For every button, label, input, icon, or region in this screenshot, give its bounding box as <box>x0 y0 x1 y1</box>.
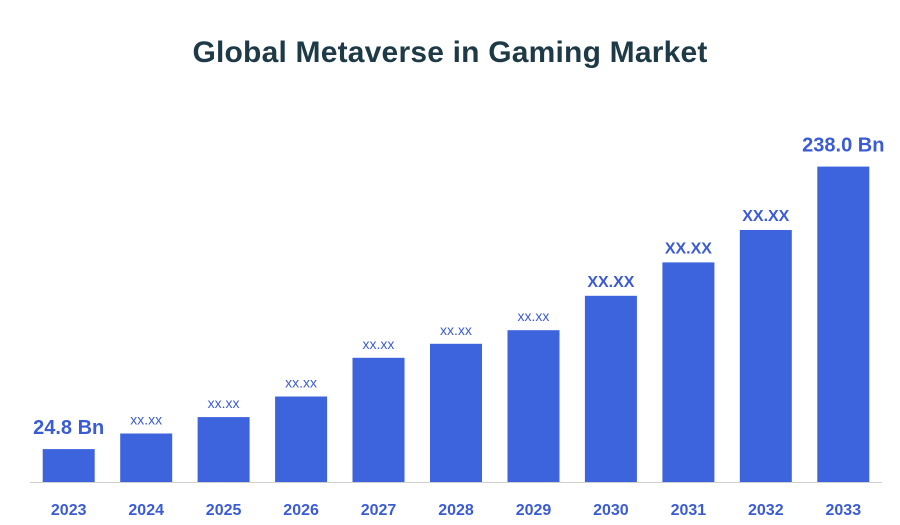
x-tick-label-2029: 2029 <box>516 502 552 519</box>
data-label-2030: XX.XX <box>587 274 634 291</box>
bar-2032 <box>739 230 792 482</box>
x-tick-label-2023: 2023 <box>51 502 87 519</box>
bar-2030 <box>584 295 637 482</box>
bar-2023 <box>42 449 95 482</box>
bar-2029 <box>507 330 560 482</box>
x-tick-label-2026: 2026 <box>283 502 319 519</box>
x-tick-label-2033: 2033 <box>826 502 862 519</box>
bars-layer <box>42 166 870 482</box>
x-tick-label-2032: 2032 <box>748 502 784 519</box>
bar-2024 <box>120 433 173 482</box>
data-label-2028: xx.xx <box>440 322 472 338</box>
x-tick-label-2028: 2028 <box>438 502 474 519</box>
data-label-2025: xx.xx <box>208 395 240 411</box>
x-tick-labels-layer: 2023 2024 2025 2026 2027 2028 2029 2030 2031 2032… <box>51 502 861 519</box>
bar-2028 <box>430 343 482 482</box>
data-label-2024: xx.xx <box>130 412 162 428</box>
chart-title: Global Metaverse in Gaming Market <box>192 36 708 69</box>
bar-2026 <box>275 396 328 482</box>
data-label-2033: 238.0 Bn <box>802 135 884 157</box>
x-tick-label-2025: 2025 <box>206 502 242 519</box>
data-label-2023: 24.8 Bn <box>33 417 104 439</box>
bar-2027 <box>352 357 405 482</box>
data-label-2027: xx.xx <box>363 336 395 352</box>
bar-2025 <box>197 417 250 482</box>
data-label-2032: XX.XX <box>742 208 789 225</box>
x-tick-label-2030: 2030 <box>593 502 629 519</box>
bar-2033 <box>817 166 870 482</box>
data-label-2026: xx.xx <box>285 375 317 391</box>
data-labels-layer: 24.8 Bn xx.xx xx.xx xx.xx xx.xx xx.xx xx.xx XX.… <box>33 135 884 440</box>
data-label-2031: XX.XX <box>665 240 712 257</box>
x-tick-label-2027: 2027 <box>361 502 397 519</box>
x-tick-label-2024: 2024 <box>128 502 164 519</box>
x-tick-label-2031: 2031 <box>671 502 707 519</box>
bar-2031 <box>662 262 715 482</box>
data-label-2029: xx.xx <box>518 308 550 324</box>
